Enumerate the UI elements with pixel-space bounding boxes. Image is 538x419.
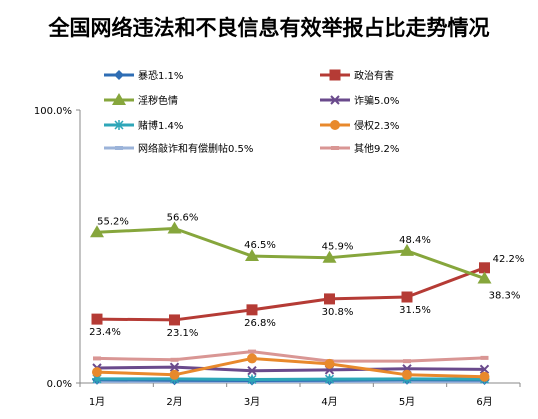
data-point	[324, 358, 335, 369]
legend-item: 其他9.2%	[320, 142, 399, 155]
legend-item: 侵权2.3%	[320, 119, 399, 132]
legend-label: 淫秽色情	[138, 94, 178, 107]
data-label: 45.9%	[322, 242, 354, 253]
legend-marker	[115, 146, 123, 150]
series-2: 23.4% 23.1% 26.8% 30.8% 31.5% 42.2%	[89, 254, 524, 339]
data-point	[401, 291, 413, 303]
legend-item: 淫秽色情	[104, 93, 178, 107]
series-line	[96, 365, 485, 373]
x-tick-label: 5月	[399, 396, 415, 408]
legend-marker	[114, 70, 124, 80]
data-label: 23.1%	[167, 328, 199, 339]
data-label: 46.5%	[244, 240, 276, 251]
legend-label: 赌博1.4%	[138, 119, 183, 132]
series-3: 55.2% 56.6% 46.5% 45.9% 48.4% 38.3%	[90, 212, 520, 301]
series-line	[96, 356, 485, 379]
data-label: 38.3%	[489, 290, 521, 301]
x-tick-label: 4月	[321, 396, 337, 408]
data-point	[322, 250, 337, 263]
legend-label: 网络敲诈和有偿删帖0.5%	[138, 142, 253, 155]
legend-marker	[114, 120, 124, 130]
legend-item: 诈骗5.0%	[320, 94, 399, 107]
data-point	[245, 249, 259, 262]
x-tick-label: 6月	[476, 396, 492, 408]
series-6	[92, 353, 490, 382]
data-point	[90, 225, 104, 238]
data-label: 23.4%	[89, 327, 121, 338]
data-point	[477, 271, 492, 284]
plot-area: 23.4% 23.1% 26.8% 30.8% 31.5% 42.2% 55.2% 56.6%…	[89, 212, 524, 386]
data-point	[324, 293, 335, 305]
data-point	[247, 353, 257, 364]
data-point	[170, 357, 179, 362]
data-point	[92, 367, 102, 378]
data-point	[480, 355, 489, 360]
legend-label: 其他9.2%	[354, 142, 399, 155]
legend-item: 暴恐1.1%	[104, 70, 183, 82]
series-line	[96, 226, 486, 280]
data-point	[91, 313, 103, 325]
data-point	[247, 374, 257, 385]
legend-label: 侵权2.3%	[354, 119, 399, 132]
data-point	[247, 366, 257, 376]
data-point	[324, 374, 335, 385]
data-label: 31.5%	[399, 305, 431, 316]
data-point	[479, 364, 490, 375]
data-label: 55.2%	[97, 216, 129, 227]
series-line	[96, 266, 486, 322]
data-point	[246, 304, 258, 316]
x-tick-label: 3月	[244, 396, 260, 408]
legend-label: 暴恐1.1%	[138, 70, 183, 82]
legend-item: 政治有害	[320, 69, 394, 82]
data-point	[403, 359, 411, 364]
data-point	[479, 262, 490, 274]
data-point	[93, 356, 101, 361]
legend-item: 网络敲诈和有偿删帖0.5%	[104, 142, 253, 155]
legend-item: 赌博1.4%	[104, 119, 183, 132]
x-tick-label: 1月	[89, 396, 105, 408]
data-point	[167, 221, 182, 234]
data-point	[402, 369, 412, 380]
chart-title: 全国网络违法和不良信息有效举报占比走势情况	[48, 15, 490, 40]
data-label: 42.2%	[493, 254, 525, 265]
data-label: 56.6%	[167, 212, 199, 223]
legend-label: 政治有害	[354, 69, 394, 82]
data-point	[169, 314, 180, 326]
legend-marker	[329, 69, 341, 81]
series-line	[96, 350, 485, 363]
legend-marker	[331, 146, 339, 150]
legend-marker	[330, 95, 340, 105]
data-point	[169, 369, 180, 380]
legend-label: 诈骗5.0%	[354, 94, 399, 107]
data-point	[248, 349, 256, 354]
data-label: 26.8%	[244, 318, 276, 329]
y-tick-label: 0.0%	[47, 379, 72, 390]
y-tick-label: 100.0%	[34, 106, 72, 117]
data-point	[479, 371, 490, 382]
legend-marker	[330, 120, 340, 130]
series-line	[97, 377, 485, 381]
data-point	[400, 243, 414, 256]
legend-marker	[112, 93, 126, 105]
data-label: 48.4%	[399, 235, 431, 246]
x-tick-label: 2月	[166, 396, 182, 408]
data-point	[169, 362, 180, 372]
data-label: 30.8%	[322, 307, 354, 318]
